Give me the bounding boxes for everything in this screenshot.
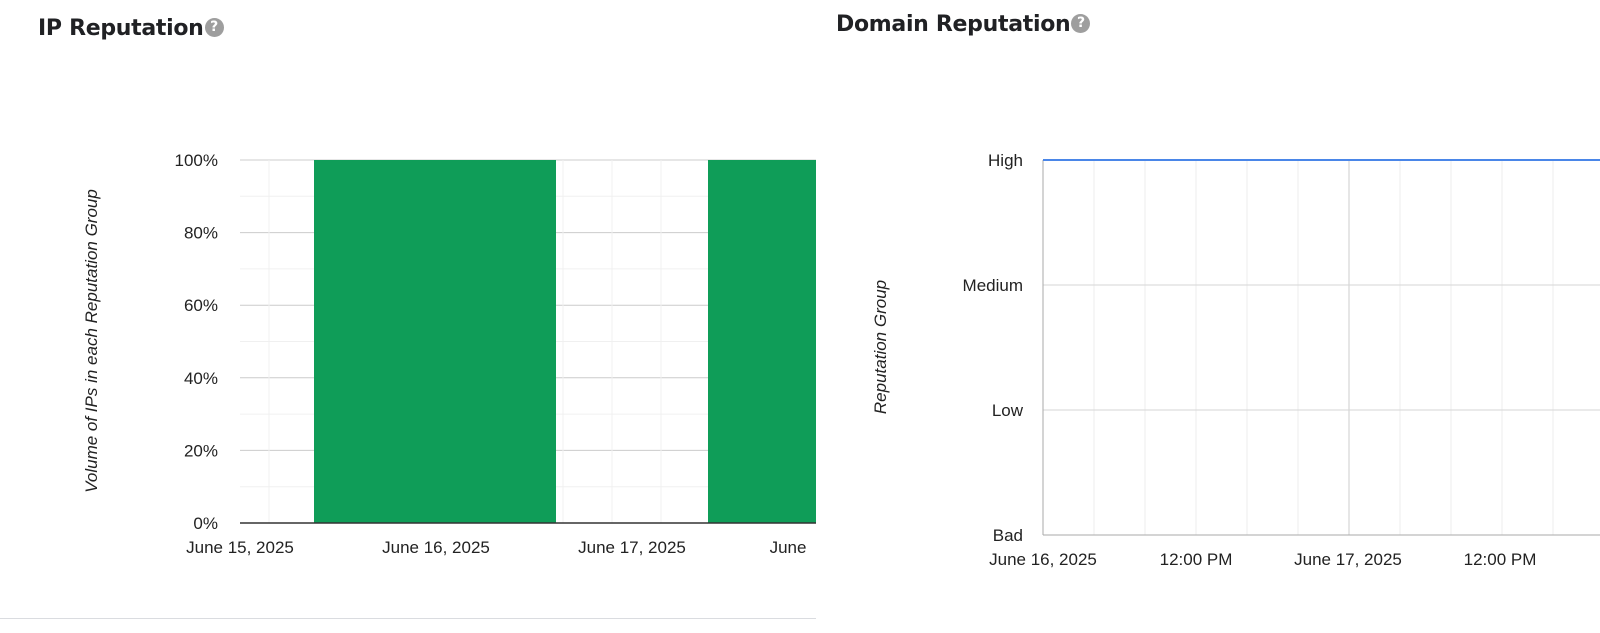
domain-x-tick-label: June 16, 2025 <box>989 550 1097 569</box>
ip-bar <box>708 160 816 523</box>
domain-y-tick-label: Medium <box>963 276 1023 295</box>
ip-panel-divider <box>0 618 816 619</box>
ip-y-tick-label: 80% <box>184 224 218 243</box>
ip-reputation-chart: 0% 20% 40% 60% 80% 100% June 15, 2025 June 16, … <box>82 151 816 557</box>
domain-reputation-title-text: Domain Reputation <box>836 12 1071 37</box>
ip-x-tick-label: June 15, 2025 <box>186 538 294 557</box>
ip-y-axis-title: Volume of IPs in each Reputation Group <box>82 189 101 493</box>
domain-reputation-chart: Bad Low Medium High June 16, 2025 12:00 PM Jun… <box>871 151 1600 569</box>
ip-y-tick-label: 20% <box>184 441 218 460</box>
ip-x-tick-label: June 16, 2025 <box>382 538 490 557</box>
domain-y-tick-label: High <box>988 151 1023 170</box>
domain-x-tick-label: 12:00 PM <box>1464 550 1537 569</box>
ip-y-tick-label: 60% <box>184 296 218 315</box>
ip-y-tick-label: 40% <box>184 369 218 388</box>
domain-y-tick-label: Low <box>992 401 1024 420</box>
ip-y-tick-label: 0% <box>193 514 218 533</box>
ip-reputation-title: IP Reputation? <box>38 16 224 41</box>
ip-bar <box>314 160 556 523</box>
ip-reputation-panel: IP Reputation? 0% 20% 40% 60% 80% 100% June 15… <box>0 16 816 619</box>
ip-reputation-title-text: IP Reputation <box>38 16 204 41</box>
domain-x-tick-label: 12:00 PM <box>1160 550 1233 569</box>
domain-y-tick-label: Bad <box>993 526 1023 545</box>
ip-x-tick-label: June <box>770 538 807 557</box>
domain-reputation-panel: Domain Reputation? Bad Low Medium High June … <box>816 0 1600 633</box>
ip-reputation-help-icon[interactable]: ? <box>204 18 224 37</box>
domain-reputation-help-icon[interactable]: ? <box>1071 14 1091 33</box>
domain-x-tick-label: June 17, 2025 <box>1294 550 1402 569</box>
domain-reputation-title: Domain Reputation? <box>836 12 1091 37</box>
ip-y-tick-label: 100% <box>175 151 218 170</box>
ip-x-tick-label: June 17, 2025 <box>578 538 686 557</box>
domain-y-axis-title: Reputation Group <box>871 280 890 414</box>
